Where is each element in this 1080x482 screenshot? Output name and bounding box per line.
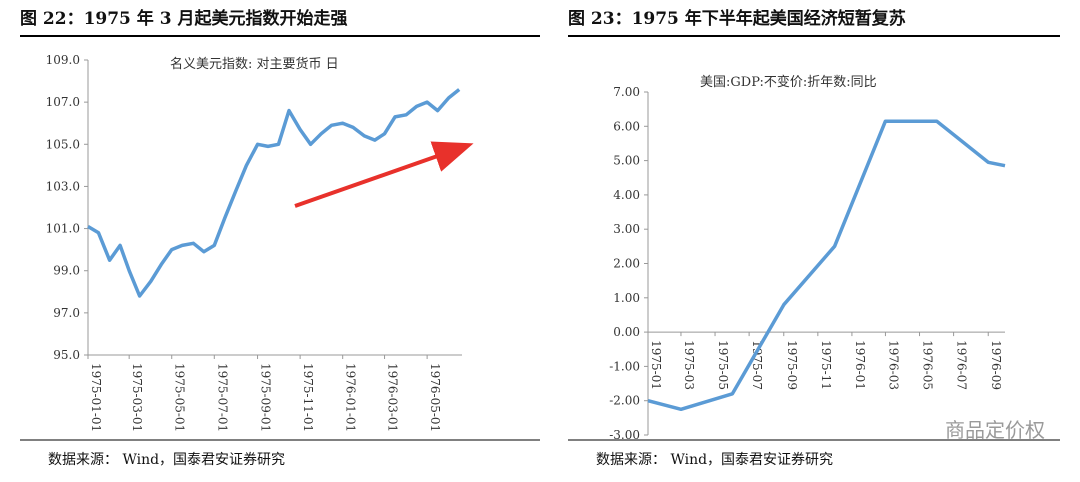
y-tick-label: 95.0 [53, 348, 80, 362]
x-tick-label: 1975-01-01 [89, 363, 103, 432]
y-tick-label: 99.0 [53, 264, 80, 278]
y-tick-label: 107.0 [46, 95, 80, 109]
legend-label: 名义美元指数: 对主要货币 日 [170, 56, 339, 72]
x-tick-label: 1975-05 [716, 340, 730, 390]
x-tick-label: 1975-09-01 [259, 363, 273, 432]
x-tick-label: 1976-01 [853, 340, 867, 390]
y-tick-label: 109.0 [46, 53, 80, 67]
x-tick-label: 1975-11 [819, 340, 833, 390]
x-tick-label: 1976-09 [989, 340, 1003, 390]
trend-arrow [294, 141, 474, 208]
x-tick-label: 1975-01 [649, 340, 663, 390]
y-tick-label: 101.0 [46, 222, 80, 236]
y-tick-label: 2.00 [613, 257, 640, 271]
y-tick-label: 0.00 [613, 325, 640, 339]
source-note: 数据来源： Wind，国泰君安证券研究 [596, 452, 833, 468]
x-tick-label: 1975-07 [750, 340, 764, 390]
x-tick-label: 1976-01-01 [344, 363, 358, 432]
x-tick-label: 1976-07 [955, 340, 969, 390]
y-tick-label: 6.00 [613, 119, 640, 133]
y-tick-label: 105.0 [46, 137, 80, 151]
source-note: 数据来源： Wind，国泰君安证券研究 [48, 452, 285, 468]
series-line [87, 88, 461, 298]
chart-title: 图 22：1975 年 3 月起美元指数开始走强 [20, 8, 347, 29]
y-tick-label: -1.00 [609, 359, 640, 373]
y-tick-label: -3.00 [609, 428, 640, 442]
y-tick-label: 7.00 [613, 85, 640, 99]
x-tick-label: 1976-05-01 [428, 363, 442, 432]
y-tick-label: 3.00 [613, 222, 640, 236]
legend-label: 美国:GDP:不变价:折年数:同比 [700, 74, 877, 90]
x-tick-label: 1975-07-01 [215, 363, 229, 432]
x-tick-label: 1976-05 [921, 340, 935, 390]
x-tick-label: 1976-03 [886, 340, 900, 390]
x-tick-label: 1975-09 [785, 340, 799, 390]
y-tick-label: 1.00 [613, 291, 640, 305]
series-line [647, 119, 1006, 412]
x-tick-label: 1975-05-01 [173, 363, 187, 432]
y-tick-label: 97.0 [53, 306, 80, 320]
y-tick-label: -2.00 [609, 394, 640, 408]
y-tick-label: 4.00 [613, 188, 640, 202]
y-tick-label: 103.0 [46, 179, 80, 193]
y-tick-label: 5.00 [613, 154, 640, 168]
x-tick-label: 1976-03-01 [386, 363, 400, 432]
x-tick-label: 1975-03-01 [130, 363, 144, 432]
x-tick-label: 1975-11-01 [301, 363, 315, 432]
watermark: 商品定价权 [945, 418, 1045, 442]
chart-title: 图 23：1975 年下半年起美国经济短暂复苏 [568, 8, 906, 29]
x-tick-label: 1975-03 [682, 340, 696, 390]
